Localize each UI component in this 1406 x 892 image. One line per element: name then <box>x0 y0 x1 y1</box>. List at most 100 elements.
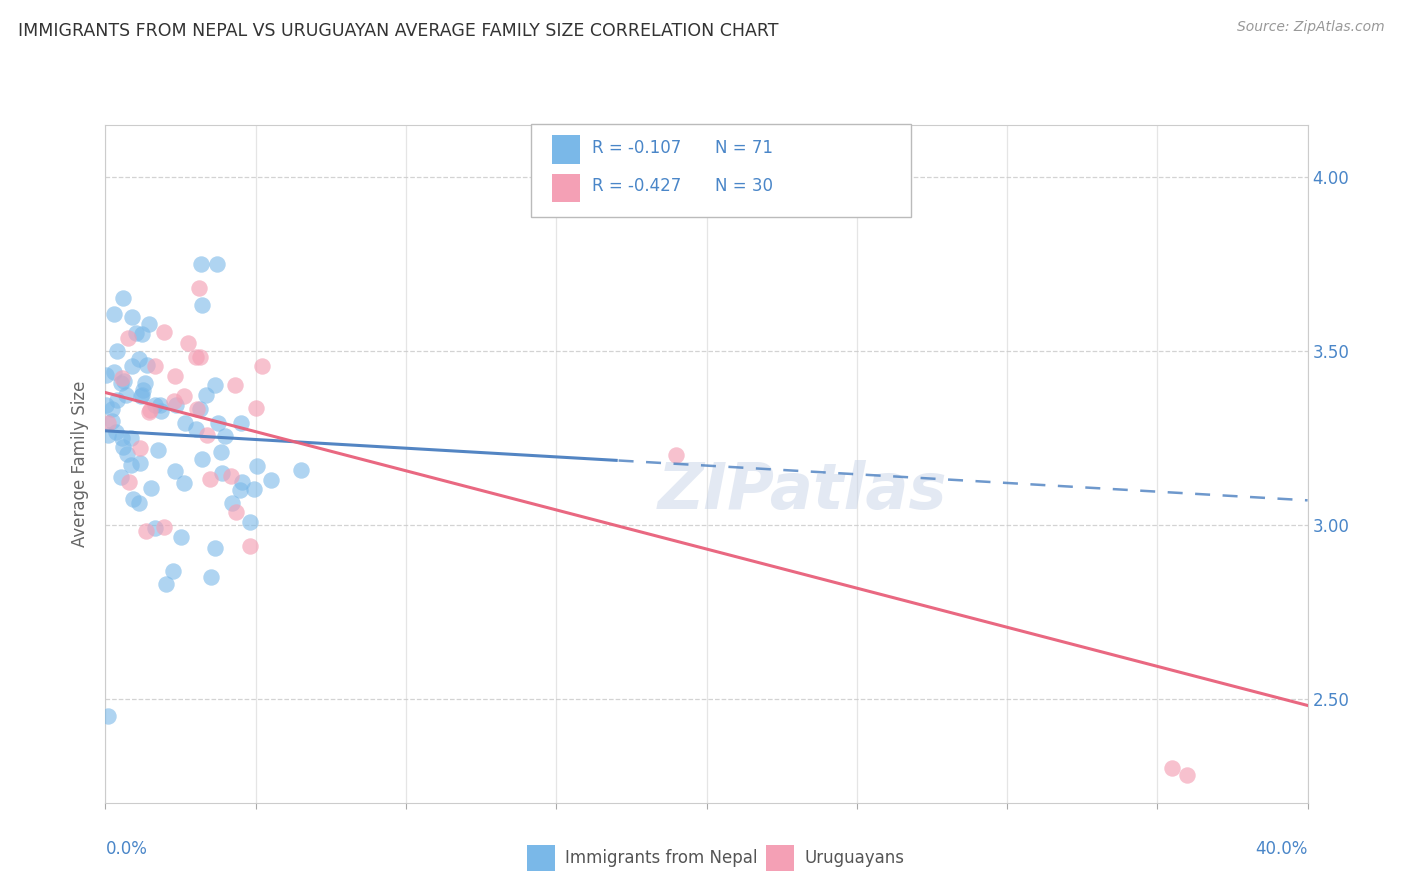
Point <box>1161 761 1184 775</box>
Point <box>184 422 207 436</box>
Point <box>173 475 195 490</box>
Point <box>111 431 134 445</box>
Point <box>138 317 160 331</box>
Point <box>128 496 150 510</box>
Point <box>221 469 243 483</box>
Point <box>211 445 233 459</box>
Point <box>131 388 153 402</box>
Point <box>143 359 166 373</box>
Point <box>224 377 246 392</box>
Point <box>207 417 229 431</box>
Point <box>97 709 120 723</box>
Point <box>188 401 211 416</box>
Point <box>94 368 117 382</box>
Point <box>111 371 134 385</box>
Point <box>115 387 138 401</box>
Point <box>173 389 195 403</box>
Point <box>134 376 156 390</box>
Text: 0.0%: 0.0% <box>105 840 148 858</box>
Point <box>129 442 152 456</box>
Point <box>103 365 125 379</box>
Point <box>162 564 184 578</box>
Point <box>146 443 169 458</box>
Point <box>239 539 262 553</box>
Point <box>188 281 211 295</box>
Text: 40.0%: 40.0% <box>1256 840 1308 858</box>
Point <box>143 398 166 412</box>
Point <box>195 428 218 442</box>
Point <box>121 359 143 373</box>
Point <box>229 416 252 430</box>
Point <box>190 452 212 467</box>
Point <box>165 398 187 412</box>
Point <box>110 470 132 484</box>
Point <box>228 483 250 497</box>
Point <box>153 520 176 534</box>
Point <box>97 428 120 442</box>
Point <box>250 359 273 373</box>
Point <box>1175 768 1198 782</box>
Point <box>195 387 218 401</box>
Point <box>231 475 253 490</box>
Text: R = -0.107: R = -0.107 <box>592 139 681 157</box>
Point <box>121 310 143 325</box>
Point <box>105 392 128 407</box>
Point <box>115 447 138 461</box>
Point <box>184 351 207 365</box>
Point <box>132 383 155 397</box>
Point <box>129 389 152 403</box>
Point <box>112 291 135 305</box>
Point <box>155 576 177 591</box>
Point <box>138 405 160 419</box>
Point <box>153 325 176 339</box>
Point <box>120 458 142 472</box>
Point <box>198 472 221 486</box>
Point <box>243 482 266 496</box>
Point <box>225 505 247 519</box>
Point <box>104 425 127 440</box>
Point <box>177 335 200 350</box>
Point <box>150 404 173 418</box>
Point <box>188 351 211 365</box>
Point <box>665 448 688 462</box>
Text: R = -0.427: R = -0.427 <box>592 178 681 195</box>
Point <box>211 466 233 480</box>
Point <box>204 378 226 392</box>
Text: Uruguayans: Uruguayans <box>804 849 904 867</box>
Point <box>174 417 197 431</box>
Point <box>239 515 262 529</box>
Point <box>97 417 120 431</box>
Point <box>190 256 212 270</box>
Text: Immigrants from Nepal: Immigrants from Nepal <box>565 849 758 867</box>
Text: IMMIGRANTS FROM NEPAL VS URUGUAYAN AVERAGE FAMILY SIZE CORRELATION CHART: IMMIGRANTS FROM NEPAL VS URUGUAYAN AVERA… <box>18 22 779 40</box>
Point <box>245 401 267 415</box>
Point <box>125 326 148 341</box>
Text: N = 30: N = 30 <box>716 178 773 195</box>
Point <box>94 399 117 413</box>
Point <box>101 414 124 428</box>
Point <box>117 331 139 345</box>
Point <box>135 358 157 372</box>
Point <box>148 398 170 412</box>
Point <box>120 431 142 445</box>
Point <box>105 343 128 358</box>
Point <box>103 307 125 321</box>
Point <box>246 458 269 473</box>
Point <box>191 298 214 312</box>
Point <box>163 394 186 409</box>
Point <box>139 481 162 495</box>
Point <box>122 491 145 506</box>
Text: N = 71: N = 71 <box>716 139 773 157</box>
Point <box>260 473 283 487</box>
Point <box>163 464 186 478</box>
Point <box>163 368 186 383</box>
Point <box>221 496 243 510</box>
Point <box>205 257 228 271</box>
Point <box>200 570 222 584</box>
Point <box>139 403 162 417</box>
Text: Source: ZipAtlas.com: Source: ZipAtlas.com <box>1237 20 1385 34</box>
Point <box>110 376 132 390</box>
Point <box>169 530 191 544</box>
Point <box>131 326 153 341</box>
Point <box>186 402 208 417</box>
